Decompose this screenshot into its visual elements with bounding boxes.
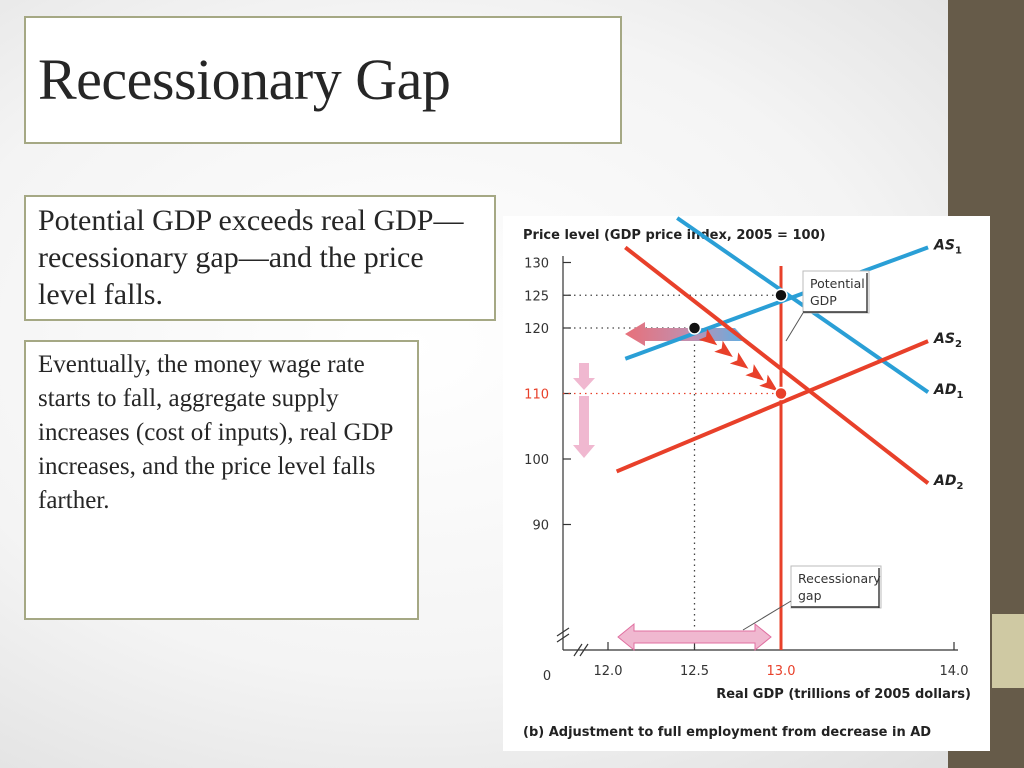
potential-gdp-callout-box: [802, 270, 870, 314]
equilibrium-point: [687, 321, 702, 335]
y-tick-label: 130: [524, 257, 549, 272]
potential-gdp-callout-leader: [785, 312, 804, 342]
recessionary-gap-arrow: [617, 622, 772, 652]
adjustment-chevron: [729, 352, 749, 369]
adjustment-chevron: [745, 364, 764, 381]
potential-gdp-callout-text: Potential: [810, 276, 865, 291]
x-tick-label: 13.0: [767, 664, 796, 679]
chart-panel: Price level (GDP price index, 2005 = 100…: [503, 216, 990, 751]
y-axis-break: [556, 627, 570, 643]
x-tick-label: 12.5: [680, 664, 709, 679]
curve-as2: [615, 339, 929, 474]
curve-ad2: [624, 245, 930, 485]
curve-label-ad2: AD2: [933, 473, 963, 492]
x-tick-label: 12.0: [594, 664, 623, 679]
recessionary-gap-callout-text: gap: [798, 588, 822, 603]
adjustment-chevron: [698, 328, 718, 346]
recessionary-gap-callout-leader: [742, 600, 792, 631]
y-tick-label: 90: [532, 519, 549, 534]
origin-label: 0: [543, 669, 551, 684]
equilibrium-point: [774, 288, 788, 302]
price-drop-arrow-large: [573, 396, 595, 458]
curve-as1: [624, 245, 929, 361]
y-tick-label: 120: [524, 322, 549, 337]
equilibrium-point: [774, 386, 788, 401]
potential-gdp-callout-text: GDP: [810, 293, 837, 308]
text-box-eventually: Eventually, the money wage rate starts t…: [24, 340, 419, 620]
price-drop-arrow-small: [573, 363, 595, 390]
curve-label-as2: AS2: [933, 331, 962, 350]
x-tick-label: 14.0: [940, 664, 969, 679]
x-axis-break: [573, 643, 589, 657]
adjustment-chevron: [759, 374, 778, 392]
recessionary-gap-callout-text: Recessionary: [798, 571, 881, 586]
y-tick-label: 100: [524, 453, 549, 468]
side-accent: [992, 614, 1024, 688]
curve-label-as1: AS1: [933, 237, 962, 256]
y-tick-label: 125: [524, 289, 549, 304]
y-tick-label: 110: [524, 388, 549, 403]
curve-label-ad1: AD1: [933, 382, 963, 401]
y-axis-label: Price level (GDP price index, 2005 = 100…: [523, 228, 826, 243]
chart-caption: (b) Adjustment to full employment from d…: [523, 725, 931, 740]
demand-shift-arrow: [625, 322, 747, 346]
chart-svg: Price level (GDP price index, 2005 = 100…: [523, 216, 971, 740]
x-axis-label: Real GDP (trillions of 2005 dollars): [716, 687, 971, 702]
title-box: Recessionary Gap: [24, 16, 622, 144]
adjustment-chevron: [714, 340, 733, 358]
slide-title: Recessionary Gap: [38, 47, 451, 112]
recessionary-gap-callout-box: [790, 565, 882, 609]
text-box-potential-gdp: Potential GDP exceeds real GDP—recession…: [24, 195, 496, 321]
